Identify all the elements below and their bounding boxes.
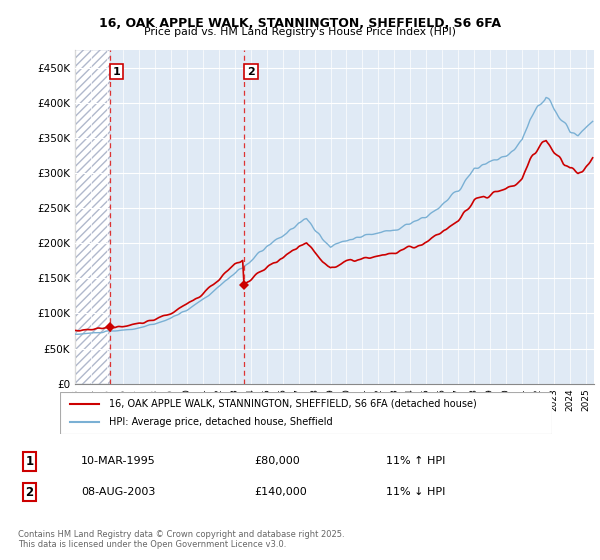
Bar [75,50,110,384]
Text: 2: 2 [25,486,34,499]
Text: 08-AUG-2003: 08-AUG-2003 [81,487,155,497]
Text: 1: 1 [113,67,121,77]
Text: Price paid vs. HM Land Registry's House Price Index (HPI): Price paid vs. HM Land Registry's House … [144,27,456,37]
Text: This data is licensed under the Open Government Licence v3.0.: This data is licensed under the Open Gov… [18,540,286,549]
Text: 16, OAK APPLE WALK, STANNINGTON, SHEFFIELD, S6 6FA: 16, OAK APPLE WALK, STANNINGTON, SHEFFIE… [99,17,501,30]
FancyBboxPatch shape [60,392,552,434]
Text: 16, OAK APPLE WALK, STANNINGTON, SHEFFIELD, S6 6FA (detached house): 16, OAK APPLE WALK, STANNINGTON, SHEFFIE… [109,399,477,409]
Text: HPI: Average price, detached house, Sheffield: HPI: Average price, detached house, Shef… [109,417,333,427]
Text: 11% ↓ HPI: 11% ↓ HPI [386,487,446,497]
Text: 1: 1 [25,455,34,468]
Bar [110,50,594,384]
Text: 11% ↑ HPI: 11% ↑ HPI [386,456,446,466]
Text: Contains HM Land Registry data © Crown copyright and database right 2025.: Contains HM Land Registry data © Crown c… [18,530,344,539]
Text: 10-MAR-1995: 10-MAR-1995 [81,456,156,466]
Text: £80,000: £80,000 [254,456,299,466]
Text: 2: 2 [247,67,255,77]
Text: £140,000: £140,000 [254,487,307,497]
